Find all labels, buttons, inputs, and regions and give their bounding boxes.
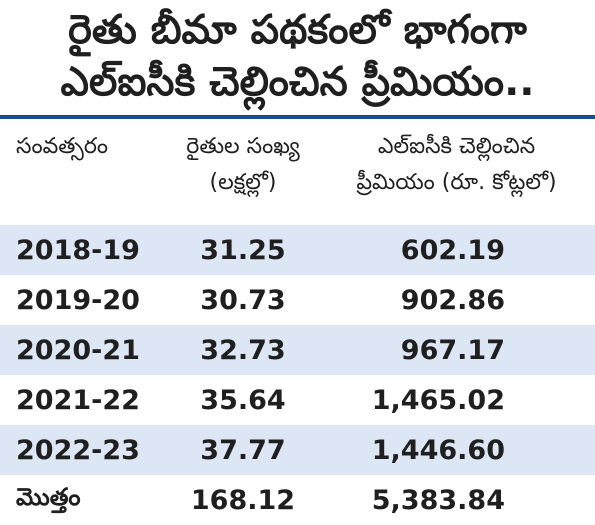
table-row: 2022-23 37.77 1,446.60	[0, 425, 595, 475]
title-block: రైతు బీమా పథకంలో భాగంగా ఎల్‌ఐసీకి చెల్లి…	[0, 0, 595, 112]
row-premium: 967.17	[400, 334, 505, 366]
row-premium: 1,465.02	[371, 384, 505, 416]
total-farmers: 168.12	[190, 484, 296, 516]
header-farmers-line1: రైతుల సంఖ్య	[186, 134, 300, 159]
table-row: 2021-22 35.64 1,465.02	[0, 375, 595, 425]
total-label: మొత్తం	[16, 483, 81, 511]
row-year: 2019-20	[16, 284, 140, 316]
header-farmers-line2: (లక్షల్లో)	[209, 170, 277, 195]
row-farmers: 31.25	[200, 234, 286, 266]
row-year: 2021-22	[16, 384, 140, 416]
premium-table: సంవత్సరం రైతుల సంఖ్య (లక్షల్లో) ఎల్‌ఐసీక…	[0, 115, 595, 525]
row-premium: 1,446.60	[371, 434, 505, 466]
total-premium: 5,383.84	[371, 484, 505, 516]
row-year: 2018-19	[16, 234, 140, 266]
row-farmers: 37.77	[200, 434, 286, 466]
table-row: 2018-19 31.25 602.19	[0, 225, 595, 275]
header-year-label: సంవత్సరం	[16, 134, 109, 159]
table-total-row: మొత్తం 168.12 5,383.84	[0, 475, 595, 525]
table-header-row: సంవత్సరం రైతుల సంఖ్య (లక్షల్లో) ఎల్‌ఐసీక…	[0, 119, 595, 225]
header-premium-line2: ప్రీమియం (రూ. కోట్లలో)	[356, 170, 557, 195]
header-premium-line1: ఎల్‌ఐసీకి చెల్లించిన	[377, 134, 536, 159]
header-farmers: రైతుల సంఖ్య (లక్షల్లో)	[168, 119, 318, 201]
title-line-1: రైతు బీమా పథకంలో భాగంగా	[68, 7, 527, 53]
row-year: 2020-21	[16, 334, 140, 366]
title-line-2: ఎల్‌ఐసీకి చెల్లించిన ప్రీమియం..	[60, 59, 535, 105]
row-premium: 602.19	[400, 234, 505, 266]
header-premium: ఎల్‌ఐసీకి చెల్లించిన ప్రీమియం (రూ. కోట్ల…	[318, 119, 595, 201]
row-year: 2022-23	[16, 434, 140, 466]
table-row: 2020-21 32.73 967.17	[0, 325, 595, 375]
header-year: సంవత్సరం	[0, 119, 168, 165]
row-farmers: 30.73	[200, 284, 286, 316]
row-farmers: 32.73	[200, 334, 286, 366]
row-premium: 902.86	[400, 284, 505, 316]
row-farmers: 35.64	[200, 384, 286, 416]
table-row: 2019-20 30.73 902.86	[0, 275, 595, 325]
